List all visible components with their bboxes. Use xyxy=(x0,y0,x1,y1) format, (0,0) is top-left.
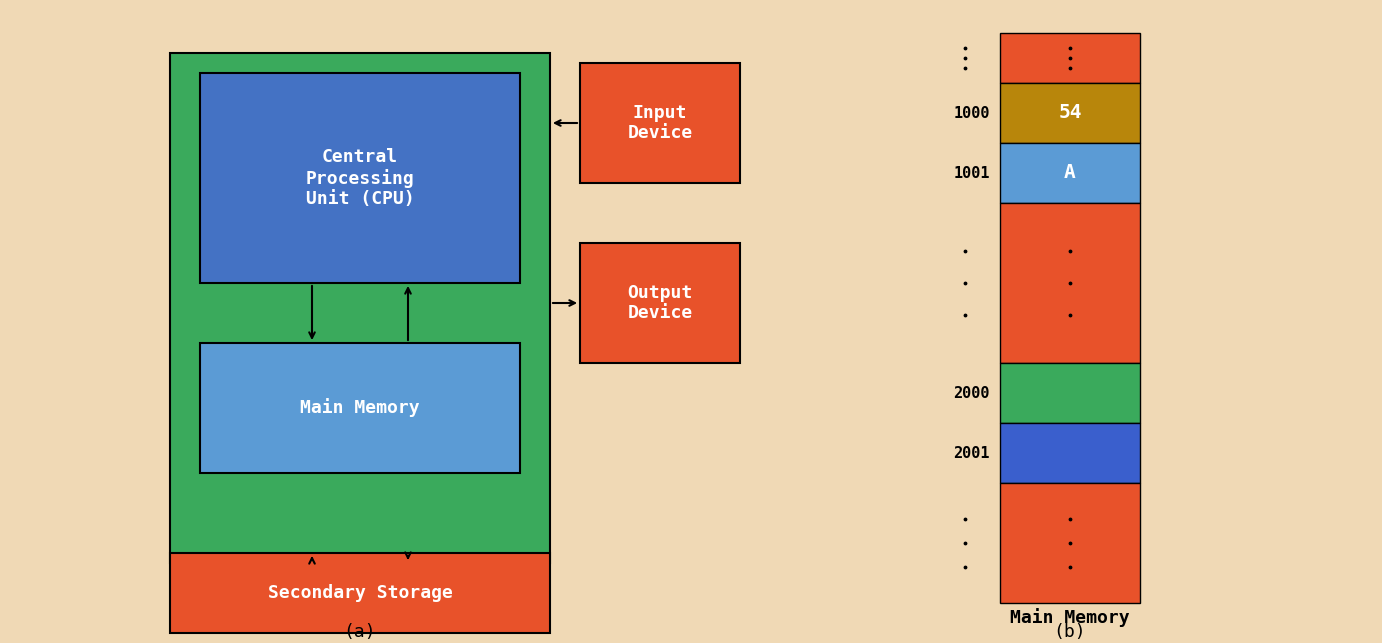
Bar xyxy=(580,243,739,363)
Text: Central
Processing
Unit (CPU): Central Processing Unit (CPU) xyxy=(305,148,415,208)
Bar xyxy=(1001,83,1140,143)
Text: Main Memory: Main Memory xyxy=(1010,608,1130,628)
Text: Output
Device: Output Device xyxy=(627,284,692,322)
Text: (a): (a) xyxy=(344,623,376,641)
Bar xyxy=(200,73,520,283)
Text: 1000: 1000 xyxy=(954,105,990,120)
Bar xyxy=(170,553,550,633)
Bar xyxy=(170,53,550,563)
Text: Secondary Storage: Secondary Storage xyxy=(268,584,452,602)
Bar xyxy=(200,343,520,473)
Bar xyxy=(1001,423,1140,483)
Bar xyxy=(1001,363,1140,423)
Text: 54: 54 xyxy=(1059,104,1082,123)
Text: 2000: 2000 xyxy=(954,386,990,401)
Text: Input
Device: Input Device xyxy=(627,104,692,142)
Bar xyxy=(1001,483,1140,603)
Bar xyxy=(1001,33,1140,83)
Text: Main Memory: Main Memory xyxy=(300,399,420,417)
Text: 2001: 2001 xyxy=(954,446,990,460)
Bar xyxy=(1001,143,1140,203)
Bar xyxy=(580,63,739,183)
Text: (b): (b) xyxy=(1053,623,1086,641)
Bar xyxy=(1001,203,1140,363)
Text: 1001: 1001 xyxy=(954,165,990,181)
Text: A: A xyxy=(1064,163,1075,183)
